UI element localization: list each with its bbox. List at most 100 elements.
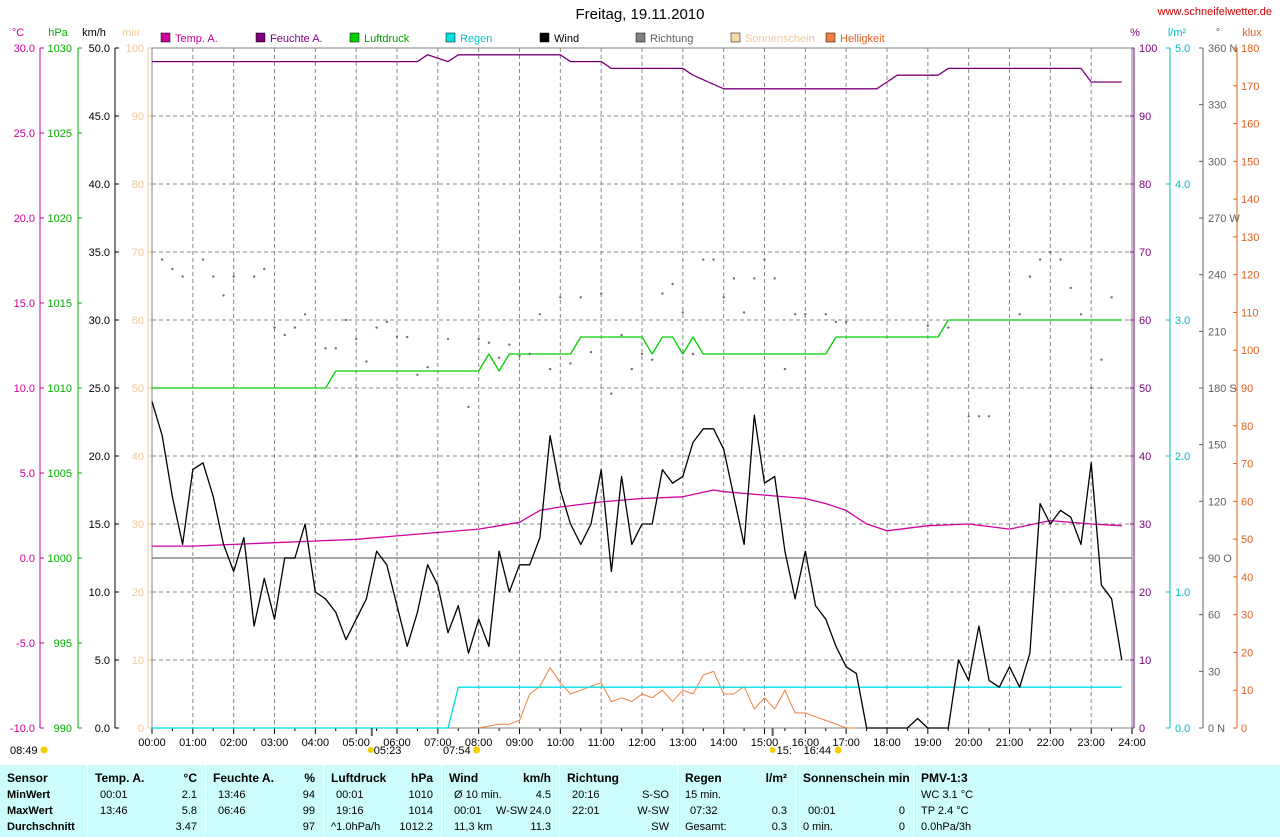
x-tick-label: 17:00 (832, 737, 860, 749)
x-tick-label: 11:00 (588, 737, 615, 749)
richtung-point (569, 362, 572, 365)
pressure-max-time: 19:16 (336, 805, 364, 817)
x-tick-label: 19:00 (914, 737, 942, 749)
sunshine-unit-label: min (122, 27, 140, 39)
humidity-tick-label: 30 (1139, 519, 1151, 531)
brightness-tick-label: 150 (1241, 156, 1259, 168)
humidity-min-value: 94 (302, 789, 315, 801)
richtung-point (201, 258, 205, 261)
wind-unit-label: km/h (82, 27, 106, 39)
sunshine-start-label: 08:49 (10, 745, 38, 757)
legend-label: Sonnenschein (745, 33, 815, 45)
x-tick-label: 15:00 (751, 737, 779, 749)
x-tick-label: 14:00 (710, 737, 738, 749)
richtung-point (477, 337, 480, 341)
x-tick-label: 24:00 (1118, 737, 1146, 749)
sunshine-col-title: Sonnenschein min (803, 771, 910, 785)
richtung-point (344, 318, 348, 322)
richtung-point (467, 405, 470, 409)
brightness-tick-label: 20 (1241, 647, 1253, 659)
weather-chart: Temp. A. Feuchte A. Luftdruck Regen Wind Rich… (10, 27, 1262, 757)
pressure-tick-label: 1025 (48, 128, 72, 140)
legend-label: Richtung (650, 33, 693, 45)
sunshine-tick-label: 0 (138, 723, 144, 735)
brightness-tick-label: 40 (1241, 572, 1253, 584)
wind-tick-label: 20.0 (89, 451, 110, 463)
humidity-max-time: 06:46 (218, 805, 246, 817)
richtung-point (661, 292, 664, 295)
brightness-tick-label: 160 (1241, 119, 1259, 131)
direction-tick-label: 120 (1208, 496, 1226, 508)
richtung-point (987, 415, 991, 418)
legend-label: Feuchte A. (270, 33, 323, 45)
wind-min-value: 4.5 (535, 789, 551, 801)
richtung-point (1059, 258, 1062, 261)
richtung-point (722, 296, 725, 299)
x-tick-label: 16:00 (792, 737, 820, 749)
wind-tick-label: 10.0 (89, 587, 110, 599)
direction-tick-label: 180 S (1208, 383, 1237, 395)
wind-col-title: Wind (449, 771, 479, 785)
wind-max-direction: W-SW (496, 805, 528, 817)
rain-unit-label: l/m² (1168, 27, 1187, 39)
wind-avg-value: 11.3 (530, 821, 551, 833)
sunshine-tick-label: 80 (132, 179, 144, 191)
richtung-point (702, 258, 705, 261)
rain-max-time: 07:32 (690, 805, 718, 817)
brightness-tick-label: 90 (1241, 383, 1253, 395)
site-url[interactable]: www.schneifelwetter.de (1157, 6, 1272, 18)
x-tick-label: 12:00 (628, 737, 656, 749)
richtung-point (1028, 275, 1032, 278)
direction-tick-label: 210 (1208, 326, 1226, 338)
rain-column: Regen l/m² 15 min. 07:32 0.3 Gesamt: 0.3 (678, 765, 796, 837)
richtung-point (589, 350, 593, 354)
brightness-tick-label: 0 (1241, 723, 1247, 735)
richtung-point (518, 354, 521, 358)
wind-tick-label: 50.0 (89, 43, 110, 55)
richtung-point (742, 311, 746, 314)
x-tick-label: 01:00 (179, 737, 207, 749)
sunshine-tick-label: 40 (132, 451, 144, 463)
direction-tick-label: 330 (1208, 100, 1226, 112)
rain-tick-label: 0.0 (1175, 723, 1190, 735)
legend-swatch (349, 32, 360, 43)
pressure-min-time: 00:01 (336, 789, 364, 801)
richtung-point (1079, 313, 1083, 316)
richtung-point (385, 320, 388, 324)
sunshine-tick-label: 10 (132, 655, 144, 667)
richtung-point (222, 294, 225, 297)
humidity-col-unit: % (304, 771, 315, 785)
x-tick-label: 20:00 (955, 737, 983, 749)
brightness-tick-label: 100 (1241, 345, 1259, 357)
moon-icon (769, 747, 776, 753)
direction-tick-label: 360 N (1208, 43, 1237, 55)
x-tick-label: 08:00 (465, 737, 493, 749)
richtung-point (416, 373, 419, 376)
richtung-point (395, 335, 399, 339)
direction-tick-label: 150 (1208, 440, 1226, 452)
humidity-tick-label: 10 (1139, 655, 1151, 667)
brightness-tick-label: 170 (1241, 81, 1259, 93)
wind-run: 11,3 km (454, 821, 493, 833)
richtung-point (834, 320, 838, 324)
richtung-point (1038, 258, 1042, 261)
pressure-tick-label: 990 (54, 723, 72, 735)
feuchte-a-series-line (152, 54, 1122, 90)
brightness-tick-label: 130 (1241, 232, 1259, 244)
brightness-tick-label: 180 (1241, 43, 1259, 55)
direction-tick-label: 30 (1208, 666, 1220, 678)
brightness-tick-label: 120 (1241, 270, 1259, 282)
legend-swatch (160, 32, 171, 43)
legend-swatch (539, 32, 550, 43)
richtung-point (497, 356, 501, 359)
helligkeitseries-line (478, 667, 857, 729)
x-tick-label: 13:00 (669, 737, 697, 749)
richtung-point (773, 277, 776, 280)
minwert-label: MinWert (7, 789, 51, 801)
legend-label: Luftdruck (364, 33, 410, 45)
pressure-column: Luftdruck hPa 00:01 1010 19:16 1014 ^1.0… (324, 765, 442, 837)
x-tick-label: 05:00 (342, 737, 370, 749)
temp-tick-label: 10.0 (14, 383, 35, 395)
temp-tick-label: 0.0 (20, 553, 35, 565)
pressure-min-value: 1010 (408, 789, 433, 801)
